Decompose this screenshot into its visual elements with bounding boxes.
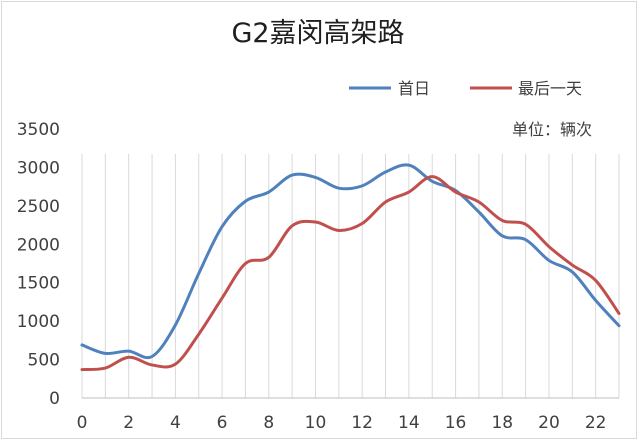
y-tick-label: 3500 bbox=[17, 120, 60, 140]
y-tick-label: 1000 bbox=[17, 312, 60, 332]
chart-title: G2嘉闵高架路 bbox=[231, 18, 404, 49]
series-line-last-day bbox=[80, 175, 621, 372]
x-tick-label: 16 bbox=[445, 413, 467, 433]
x-tick-label: 14 bbox=[398, 413, 420, 433]
legend-label-first-day: 首日 bbox=[398, 79, 430, 98]
y-tick-label: 0 bbox=[49, 389, 60, 409]
series-lines bbox=[80, 163, 621, 372]
x-tick-label: 18 bbox=[491, 413, 513, 433]
vertical-gridlines bbox=[81, 154, 620, 398]
y-tick-label: 2500 bbox=[17, 197, 60, 217]
x-tick-label: 12 bbox=[351, 413, 373, 433]
y-tick-label: 500 bbox=[28, 351, 60, 371]
x-tick-label: 22 bbox=[585, 413, 607, 433]
y-tick-label: 1500 bbox=[17, 274, 60, 294]
x-axis-ticks: 0 2 4 6 8 10 12 14 16 18 20 22 bbox=[77, 413, 607, 433]
x-tick-label: 6 bbox=[217, 413, 228, 433]
x-tick-label: 0 bbox=[77, 413, 88, 433]
y-tick-label: 3000 bbox=[17, 158, 60, 178]
unit-label: 单位：辆次 bbox=[512, 120, 592, 139]
series-line-first-day bbox=[80, 163, 621, 360]
legend: 首日 最后一天 bbox=[349, 79, 582, 98]
y-axis-ticks: 0 500 1000 1500 2000 2500 3000 3500 bbox=[17, 120, 60, 409]
x-tick-label: 2 bbox=[123, 413, 134, 433]
x-tick-label: 20 bbox=[538, 413, 560, 433]
x-tick-label: 8 bbox=[263, 413, 274, 433]
x-tick-label: 4 bbox=[170, 413, 181, 433]
x-tick-label: 10 bbox=[305, 413, 327, 433]
y-tick-label: 2000 bbox=[17, 235, 60, 255]
legend-label-last-day: 最后一天 bbox=[518, 79, 582, 98]
